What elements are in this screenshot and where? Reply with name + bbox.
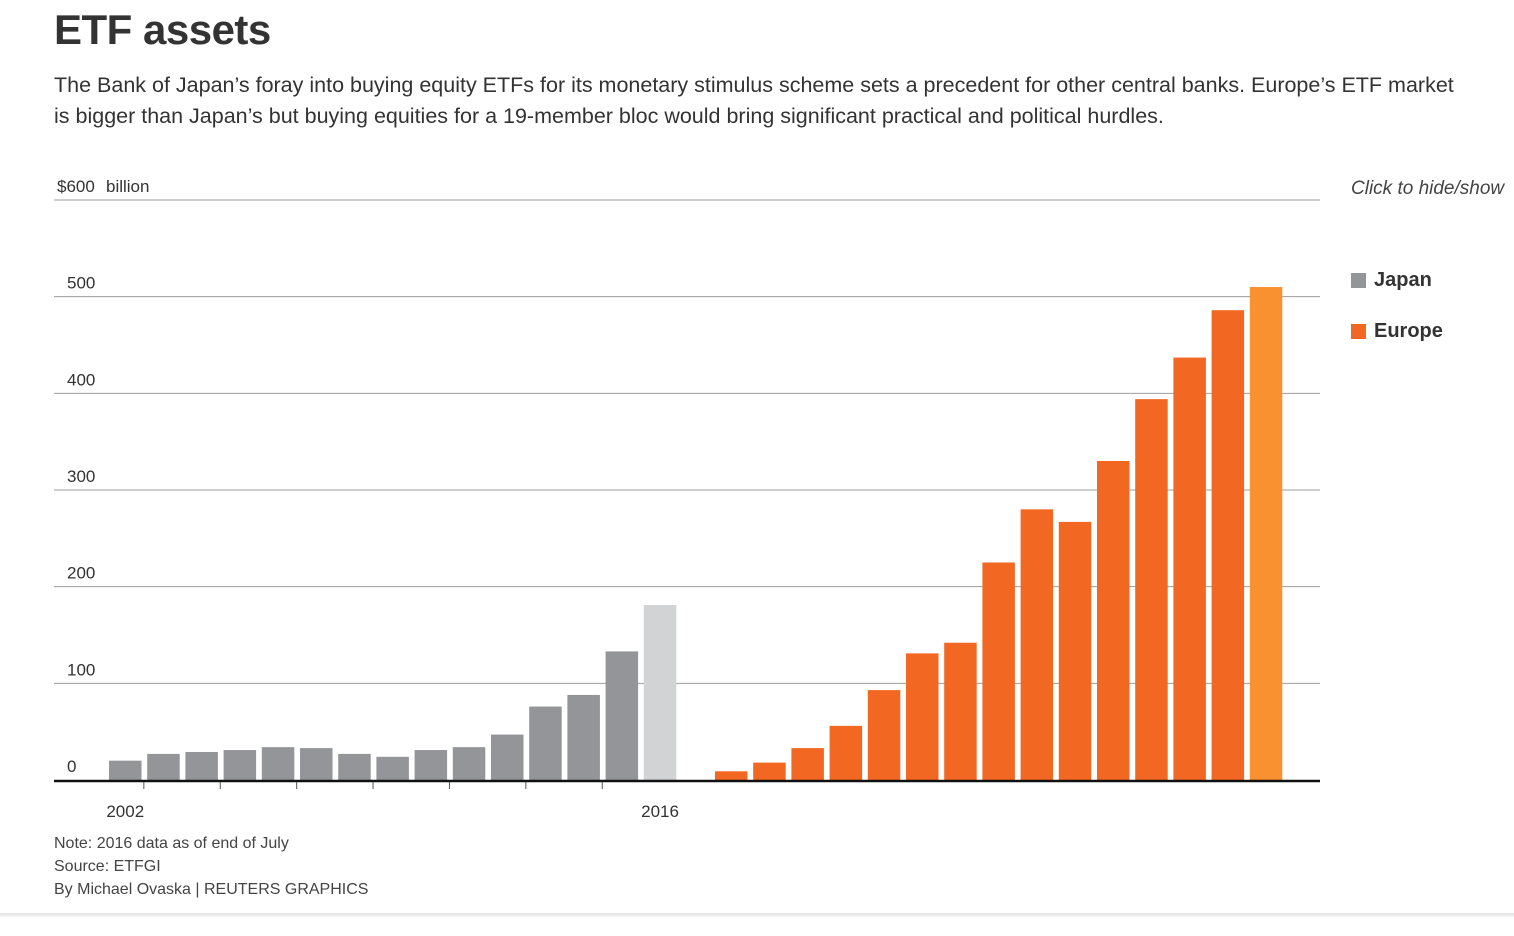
chart-title: ETF assets <box>54 6 271 53</box>
europe-bar <box>1135 399 1168 780</box>
credit-line: By Michael Ovaska | REUTERS GRAPHICS <box>54 881 369 898</box>
japan-bar <box>567 694 600 780</box>
japan-bar <box>223 750 257 780</box>
europe-bar <box>944 642 977 780</box>
y-tick-label: 500 <box>67 274 95 293</box>
europe-bar <box>906 653 939 780</box>
japan-bar <box>376 756 409 780</box>
japan-bar <box>185 751 218 780</box>
japan-bar <box>529 706 562 780</box>
x-tick-label: 2016 <box>641 802 679 821</box>
legend-label-japan: Japan <box>1374 269 1432 291</box>
bottom-divider <box>0 913 1514 917</box>
europe-bar <box>1097 461 1130 780</box>
europe-bar <box>1173 357 1206 780</box>
y-axis-labels: 0 100 200 300 400 500 $600 billion <box>57 177 149 776</box>
europe-series <box>715 287 1283 780</box>
legend-item-japan[interactable]: Japan <box>1351 269 1432 292</box>
x-axis: 2002 2016 <box>54 779 1320 821</box>
japan-bar <box>491 734 524 780</box>
europe-bar <box>1058 521 1092 780</box>
europe-bar <box>1020 509 1054 780</box>
europe-bar <box>982 562 1015 780</box>
y-unit-label: billion <box>106 177 149 196</box>
japan-series <box>109 605 677 780</box>
legend-label-europe: Europe <box>1374 320 1443 342</box>
footnote: Note: 2016 data as of end of July <box>54 835 289 852</box>
legend-swatch-japan <box>1351 273 1366 288</box>
legend-item-europe[interactable]: Europe <box>1351 320 1443 343</box>
y-tick-label: 300 <box>67 467 95 486</box>
europe-bar <box>791 748 824 780</box>
europe-bar <box>867 690 901 780</box>
legend-hint: Click to hide/show <box>1351 178 1505 199</box>
gridlines <box>54 199 1320 684</box>
japan-bar <box>300 748 333 780</box>
japan-bar <box>414 750 448 780</box>
europe-bar <box>829 725 863 780</box>
europe-bar <box>1249 287 1283 780</box>
legend-swatch-europe <box>1351 324 1366 339</box>
europe-bar <box>753 762 786 780</box>
japan-bar <box>452 747 486 780</box>
europe-bar <box>1211 310 1245 780</box>
japan-bar <box>643 605 677 780</box>
japan-bar <box>109 760 142 780</box>
x-tick-label: 2002 <box>106 802 144 821</box>
japan-bar <box>338 753 371 780</box>
y-tick-label: 200 <box>67 564 95 583</box>
y-tick-label: $600 <box>57 177 95 196</box>
chart-subtitle: The Bank of Japan’s foray into buying eq… <box>54 73 1454 128</box>
y-tick-label: 100 <box>67 660 95 679</box>
japan-bar <box>261 747 295 780</box>
japan-bar <box>147 753 180 780</box>
y-tick-label: 0 <box>67 757 76 776</box>
source-line: Source: ETFGI <box>54 858 161 875</box>
y-tick-label: 400 <box>67 370 95 389</box>
europe-bar <box>715 771 748 780</box>
japan-bar <box>605 651 639 780</box>
